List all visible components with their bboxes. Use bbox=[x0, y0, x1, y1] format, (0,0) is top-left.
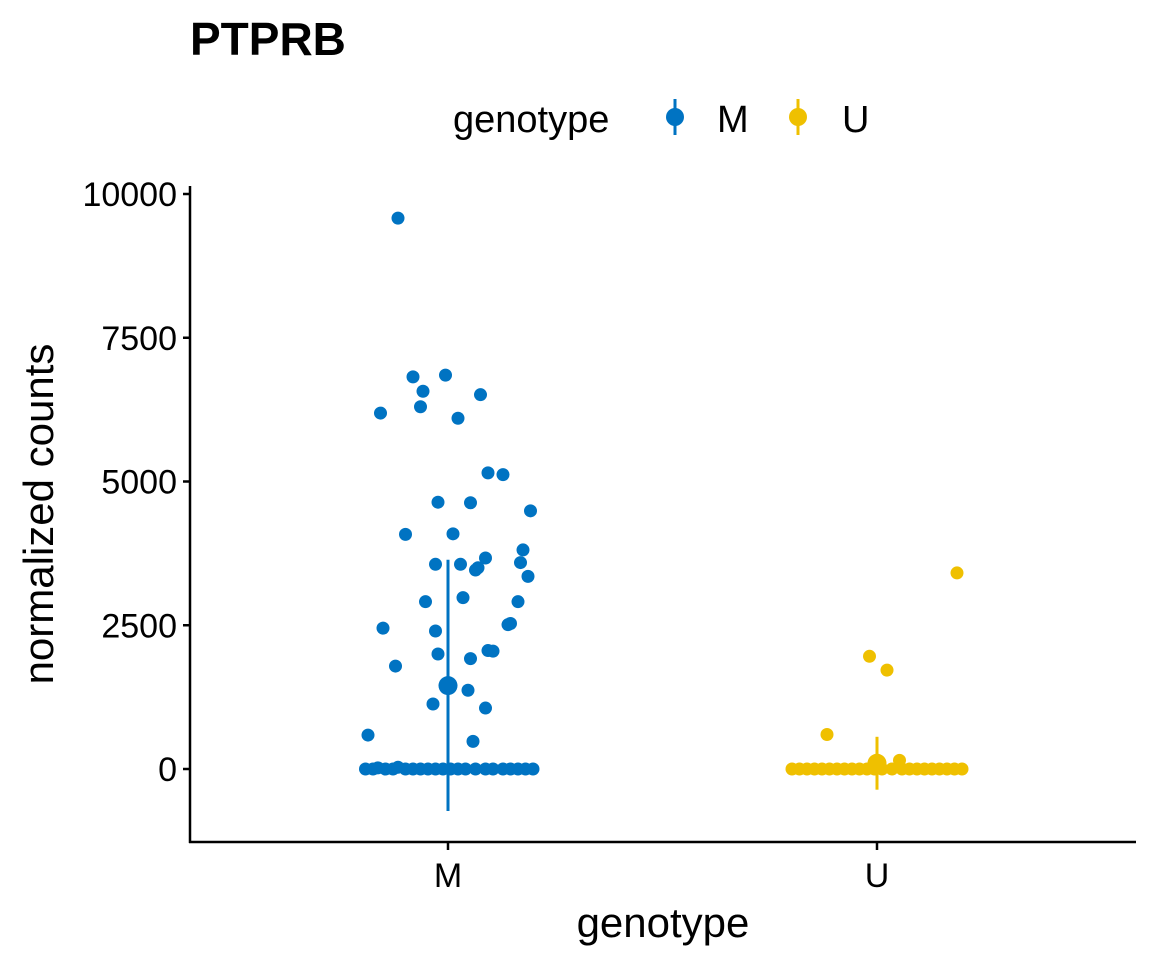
point-m-4 bbox=[474, 388, 487, 402]
point-m-27 bbox=[501, 618, 515, 632]
point-m-12 bbox=[524, 504, 537, 518]
legend: genotype M U bbox=[453, 99, 869, 141]
legend-key-u bbox=[789, 99, 807, 135]
legend-label-m: M bbox=[717, 99, 749, 141]
point-m-29 bbox=[429, 624, 442, 638]
point-m-38 bbox=[361, 728, 375, 742]
point-m-16 bbox=[479, 551, 492, 565]
point-m-20 bbox=[469, 563, 482, 577]
point-m-32 bbox=[431, 647, 445, 661]
mean-point-m bbox=[438, 676, 458, 696]
point-m-21 bbox=[514, 556, 527, 570]
point-m-54 bbox=[459, 762, 472, 776]
data-points bbox=[359, 211, 969, 776]
legend-key-u-dot bbox=[789, 108, 807, 126]
y-tick-label-2500: 2500 bbox=[101, 607, 177, 645]
point-m-55 bbox=[469, 762, 482, 776]
point-m-0 bbox=[391, 211, 405, 225]
point-m-37 bbox=[479, 701, 492, 715]
point-m-28 bbox=[376, 621, 390, 635]
point-m-34 bbox=[389, 659, 402, 673]
point-m-35 bbox=[461, 683, 475, 697]
point-m-62 bbox=[526, 762, 540, 776]
y-axis-title: normalized counts bbox=[15, 344, 62, 685]
point-m-39 bbox=[466, 734, 480, 748]
y-tick-label-0: 0 bbox=[158, 751, 177, 789]
point-m-13 bbox=[399, 527, 412, 541]
chart-title: PTPRB bbox=[190, 13, 346, 65]
legend-label-u: U bbox=[842, 99, 869, 141]
point-m-33 bbox=[464, 652, 477, 666]
point-m-5 bbox=[414, 400, 427, 414]
point-m-11 bbox=[464, 496, 477, 510]
point-u-2 bbox=[880, 663, 894, 677]
point-m-57 bbox=[486, 762, 500, 776]
point-u-18 bbox=[885, 762, 899, 776]
point-m-14 bbox=[446, 527, 460, 541]
point-m-1 bbox=[406, 370, 420, 384]
point-m-15 bbox=[516, 543, 530, 557]
legend-title: genotype bbox=[453, 99, 609, 141]
point-m-17 bbox=[429, 557, 442, 571]
point-m-3 bbox=[416, 384, 430, 398]
summary-marks bbox=[438, 559, 887, 811]
y-tick-label-7500: 7500 bbox=[101, 320, 177, 358]
point-m-9 bbox=[496, 468, 510, 482]
legend-key-m-dot bbox=[666, 108, 684, 126]
x-tick-label-u: U bbox=[865, 857, 890, 895]
point-m-10 bbox=[431, 495, 445, 509]
point-m-22 bbox=[521, 569, 535, 583]
point-m-2 bbox=[439, 368, 452, 382]
y-tick-label-5000: 5000 bbox=[101, 464, 177, 502]
mean-point-u bbox=[867, 753, 887, 773]
point-u-0 bbox=[950, 566, 964, 580]
point-m-24 bbox=[419, 595, 432, 609]
x-tick-label-m: M bbox=[434, 857, 462, 895]
legend-key-m bbox=[666, 99, 684, 135]
point-m-31 bbox=[486, 644, 500, 658]
point-m-25 bbox=[511, 595, 525, 609]
point-m-7 bbox=[451, 411, 465, 425]
point-m-6 bbox=[374, 406, 387, 420]
y-axis: 0 2500 5000 7500 10000 bbox=[82, 176, 192, 843]
point-m-36 bbox=[426, 697, 440, 711]
point-u-27 bbox=[955, 762, 969, 776]
x-axis-title: genotype bbox=[577, 899, 750, 946]
point-u-1 bbox=[863, 649, 876, 663]
point-m-23 bbox=[456, 591, 470, 605]
y-tick-label-10000: 10000 bbox=[82, 176, 177, 214]
point-m-18 bbox=[454, 557, 467, 571]
point-m-8 bbox=[481, 466, 495, 480]
point-u-3 bbox=[820, 728, 834, 741]
